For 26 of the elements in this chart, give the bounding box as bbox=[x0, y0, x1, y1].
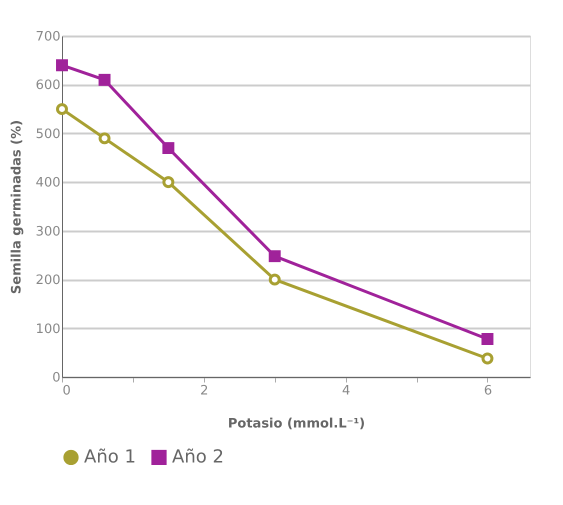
y-tick-label: 300 bbox=[36, 224, 60, 240]
x-tick-label: 2 bbox=[200, 384, 208, 398]
point bbox=[268, 250, 281, 262]
point bbox=[98, 74, 111, 86]
y-tick-label: 600 bbox=[36, 78, 60, 94]
point bbox=[56, 59, 68, 72]
point bbox=[481, 333, 494, 345]
y-tick-label: 0 bbox=[52, 370, 60, 386]
y-tick-label: 500 bbox=[36, 126, 60, 142]
point bbox=[162, 176, 174, 188]
point bbox=[56, 103, 68, 116]
y-tick-label: 400 bbox=[36, 176, 60, 191]
y-axis-title: Semilla germinadas (%) bbox=[10, 120, 25, 294]
y-tick-label: 200 bbox=[36, 273, 60, 288]
point bbox=[162, 142, 174, 154]
legend-label: Año 2 bbox=[172, 446, 224, 468]
point bbox=[98, 132, 111, 144]
point bbox=[268, 274, 281, 286]
y-tick-label: 100 bbox=[36, 322, 60, 337]
x-tick-label: 0 bbox=[62, 384, 71, 398]
x-tick-label: 6 bbox=[484, 384, 492, 398]
x-tick-label: 4 bbox=[342, 384, 350, 398]
y-tick-label: 700 bbox=[36, 30, 60, 44]
legend-label: Año 1 bbox=[84, 446, 136, 468]
point bbox=[481, 352, 494, 364]
x-axis-title: Potasio (mmol.L⁻¹) bbox=[228, 416, 366, 432]
